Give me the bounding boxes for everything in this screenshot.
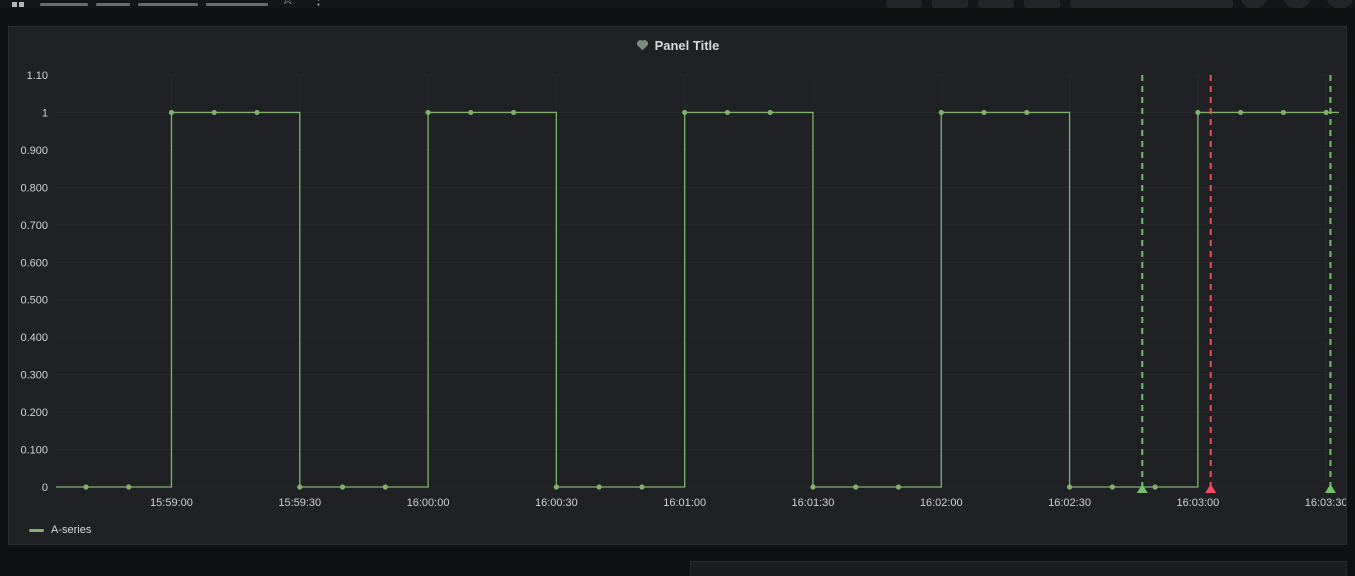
toolbar-button-4[interactable] bbox=[1024, 0, 1060, 8]
annotation-marker[interactable] bbox=[1205, 484, 1217, 493]
time-series-chart[interactable]: 0 0.100 0.200 0.300 0.400 0.500 0.600 0.700 0.80… bbox=[9, 27, 1346, 544]
data-point[interactable] bbox=[83, 484, 89, 490]
data-point[interactable] bbox=[767, 109, 773, 116]
dashboard-title-partial bbox=[96, 3, 130, 6]
adjacent-panel-partial bbox=[690, 561, 1347, 576]
data-point[interactable] bbox=[981, 109, 987, 116]
legend-series-label[interactable]: A-series bbox=[51, 524, 92, 536]
y-tick-label: 0.100 bbox=[20, 445, 48, 457]
graph-panel: Panel Title 0 0.100 0.200 0.300 0.400 0.500 0.… bbox=[8, 26, 1347, 545]
toolbar-button-3[interactable] bbox=[978, 0, 1014, 8]
panel-title: Panel Title bbox=[654, 37, 720, 53]
data-point[interactable] bbox=[895, 484, 902, 490]
x-tick-label: 16:00:00 bbox=[407, 497, 450, 509]
y-tick-label: 0.600 bbox=[20, 257, 48, 269]
data-point[interactable] bbox=[1152, 484, 1158, 490]
star-icon[interactable]: ☆ bbox=[281, 0, 294, 7]
x-tick-label: 16:02:30 bbox=[1048, 497, 1091, 509]
data-point[interactable] bbox=[211, 109, 217, 116]
x-tick-label: 16:03:30 bbox=[1305, 497, 1346, 509]
data-point[interactable] bbox=[1280, 109, 1287, 116]
data-point[interactable] bbox=[297, 484, 303, 490]
y-tick-label: 0.500 bbox=[20, 295, 48, 307]
panel-header[interactable]: Panel Title bbox=[9, 35, 1346, 55]
y-tick-label: 0 bbox=[42, 482, 48, 494]
data-point[interactable] bbox=[1195, 109, 1201, 116]
data-point[interactable] bbox=[339, 484, 346, 490]
data-point[interactable] bbox=[254, 109, 260, 116]
y-tick-label: 0.200 bbox=[20, 407, 48, 419]
x-tick-label: 16:00:30 bbox=[535, 497, 578, 509]
data-point[interactable] bbox=[382, 484, 388, 490]
data-point[interactable] bbox=[1323, 109, 1329, 116]
data-point[interactable] bbox=[853, 484, 859, 490]
dashboard-title-partial bbox=[40, 3, 88, 6]
data-point[interactable] bbox=[1109, 484, 1115, 490]
data-point[interactable] bbox=[724, 109, 731, 116]
data-point[interactable] bbox=[425, 109, 431, 116]
x-tick-label: 16:01:00 bbox=[663, 497, 706, 509]
data-point[interactable] bbox=[553, 484, 559, 490]
data-point[interactable] bbox=[596, 484, 602, 490]
data-point[interactable] bbox=[126, 484, 132, 490]
data-point[interactable] bbox=[468, 109, 474, 116]
navbar: ☆ ⋮ bbox=[0, 0, 1355, 8]
x-tick-label: 15:59:30 bbox=[278, 497, 321, 509]
dashboard-title-partial bbox=[138, 3, 198, 6]
x-tick-label: 16:03:00 bbox=[1176, 497, 1219, 509]
y-tick-label: 1 bbox=[42, 107, 48, 119]
heart-icon bbox=[636, 39, 649, 51]
data-point[interactable] bbox=[938, 109, 944, 116]
toolbar-button-2[interactable] bbox=[932, 0, 968, 8]
x-tick-label: 15:59:00 bbox=[150, 497, 193, 509]
annotation-marker[interactable] bbox=[1324, 484, 1336, 493]
apps-icon[interactable] bbox=[12, 0, 24, 7]
data-point[interactable] bbox=[1024, 109, 1030, 116]
toolbar-circle-button-3[interactable] bbox=[1326, 0, 1354, 8]
y-tick-label: 0.800 bbox=[20, 182, 48, 194]
data-point[interactable] bbox=[1238, 109, 1244, 116]
y-tick-label: 0.700 bbox=[20, 220, 48, 232]
legend-series-swatch[interactable] bbox=[29, 528, 44, 532]
y-tick-label: 1.10 bbox=[27, 70, 48, 82]
toolbar-button-1[interactable] bbox=[886, 0, 922, 8]
annotation-marker[interactable] bbox=[1136, 484, 1148, 493]
data-point[interactable] bbox=[682, 109, 688, 116]
dashboard-title-partial bbox=[206, 3, 268, 6]
data-point[interactable] bbox=[1066, 484, 1073, 490]
data-point[interactable] bbox=[639, 484, 645, 490]
data-point[interactable] bbox=[810, 484, 816, 490]
legend: A-series bbox=[29, 523, 91, 537]
toolbar-circle-button-1[interactable] bbox=[1240, 0, 1268, 8]
share-icon[interactable]: ⋮ bbox=[311, 0, 326, 7]
y-tick-label: 0.300 bbox=[20, 370, 48, 382]
x-tick-label: 16:02:00 bbox=[920, 497, 963, 509]
x-tick-label: 16:01:30 bbox=[792, 497, 835, 509]
heart-icon-shape bbox=[636, 40, 648, 51]
y-tick-label: 0.400 bbox=[20, 332, 48, 344]
data-point[interactable] bbox=[168, 109, 175, 116]
time-range-picker[interactable] bbox=[1070, 0, 1233, 8]
data-point[interactable] bbox=[511, 109, 517, 116]
y-tick-label: 0.900 bbox=[20, 145, 48, 157]
toolbar-circle-button-2[interactable] bbox=[1283, 0, 1311, 8]
